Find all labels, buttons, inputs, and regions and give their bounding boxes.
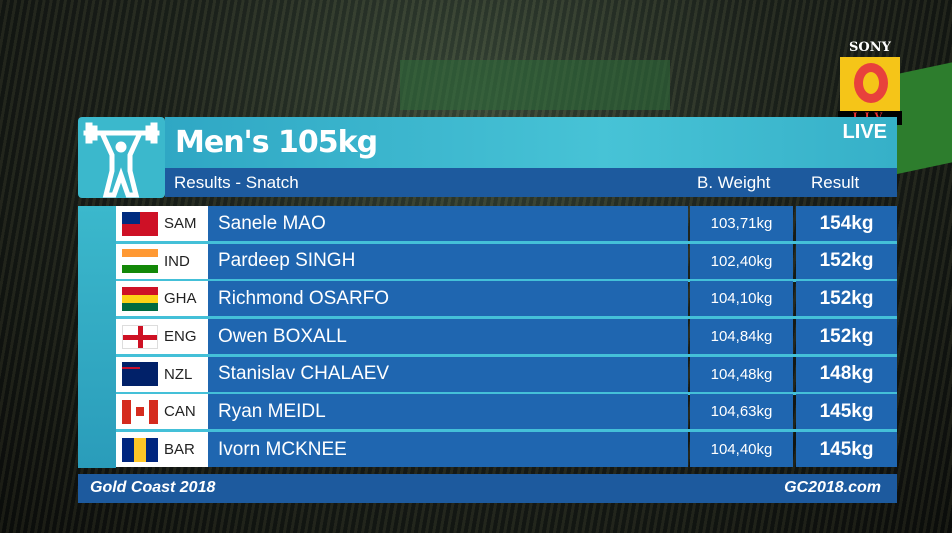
table-row: IND Pardeep SINGH 102,40kg 152kg — [116, 243, 897, 282]
result: 152kg — [796, 243, 897, 279]
athlete-name: Owen BOXALL — [208, 319, 688, 355]
body-weight: 103,71kg — [690, 206, 793, 241]
table-row: SAM Sanele MAO 103,71kg 154kg — [116, 206, 897, 244]
table-row: CAN Ryan MEIDL 104,63kg 145kg — [116, 394, 897, 433]
country-code: ENG — [164, 328, 197, 346]
body-weight: 102,40kg — [690, 243, 793, 279]
games-website: GC2018.com — [784, 479, 881, 496]
footer-bar: Gold Coast 2018 GC2018.com — [78, 474, 897, 503]
games-name: Gold Coast 2018 — [90, 479, 216, 496]
sony-liv-logo: SONY LIV — [838, 40, 902, 125]
result: 152kg — [796, 319, 897, 355]
athlete-name: Ivorn MCKNEE — [208, 432, 688, 468]
flag-ghana-icon — [122, 286, 158, 311]
flag-barbados-icon — [122, 437, 158, 462]
body-weight: 104,63kg — [690, 394, 793, 430]
result: 152kg — [796, 281, 897, 317]
country-code: SAM — [164, 215, 197, 232]
column-header-weight: B. Weight — [697, 173, 771, 192]
athlete-name: Ryan MEIDL — [208, 394, 688, 430]
liv-logo-icon — [840, 57, 900, 111]
result: 145kg — [796, 432, 897, 468]
flag-new-zealand-icon — [122, 362, 158, 387]
country-code: CAN — [164, 403, 196, 421]
subheader-bar: Results - Snatch B. Weight Result — [165, 168, 897, 197]
table-row: BAR Ivorn MCKNEE 104,40kg 145kg — [116, 432, 897, 468]
title-bar: Men's 105kg LIVE — [165, 117, 897, 168]
result: 145kg — [796, 394, 897, 430]
arena-floor — [400, 60, 670, 110]
body-weight: 104,10kg — [690, 281, 793, 317]
flag-india-icon — [122, 249, 158, 274]
table-row: NZL Stanislav CHALAEV 104,48kg 148kg — [116, 356, 897, 395]
sony-text: SONY — [849, 40, 891, 55]
country-code: IND — [164, 252, 190, 270]
body-weight: 104,40kg — [690, 432, 793, 468]
flag-england-icon — [122, 324, 158, 349]
result: 154kg — [796, 206, 897, 241]
result: 148kg — [796, 356, 897, 392]
athlete-name: Stanislav CHALAEV — [208, 356, 688, 392]
country-code: GHA — [164, 290, 197, 308]
country-code: BAR — [164, 441, 195, 459]
athlete-name: Sanele MAO — [208, 206, 688, 241]
flag-canada-icon — [122, 399, 158, 424]
weightlifting-icon — [78, 117, 165, 198]
flag-samoa-icon — [122, 211, 158, 236]
athlete-name: Richmond OSARFO — [208, 281, 688, 317]
table-row: GHA Richmond OSARFO 104,10kg 152kg — [116, 281, 897, 320]
games-logo-live: LIVE — [842, 121, 887, 143]
athlete-name: Pardeep SINGH — [208, 243, 688, 279]
decorative-strip — [78, 206, 116, 468]
event-title: Men's 105kg — [175, 125, 378, 160]
table-row: ENG Owen BOXALL 104,84kg 152kg — [116, 319, 897, 358]
results-table: SAM Sanele MAO 103,71kg 154kg IND Pardee… — [116, 206, 897, 470]
column-header-result: Result — [811, 173, 860, 192]
body-weight: 104,48kg — [690, 356, 793, 392]
results-subtitle: Results - Snatch — [174, 173, 299, 192]
body-weight: 104,84kg — [690, 319, 793, 355]
country-code: NZL — [164, 365, 193, 383]
